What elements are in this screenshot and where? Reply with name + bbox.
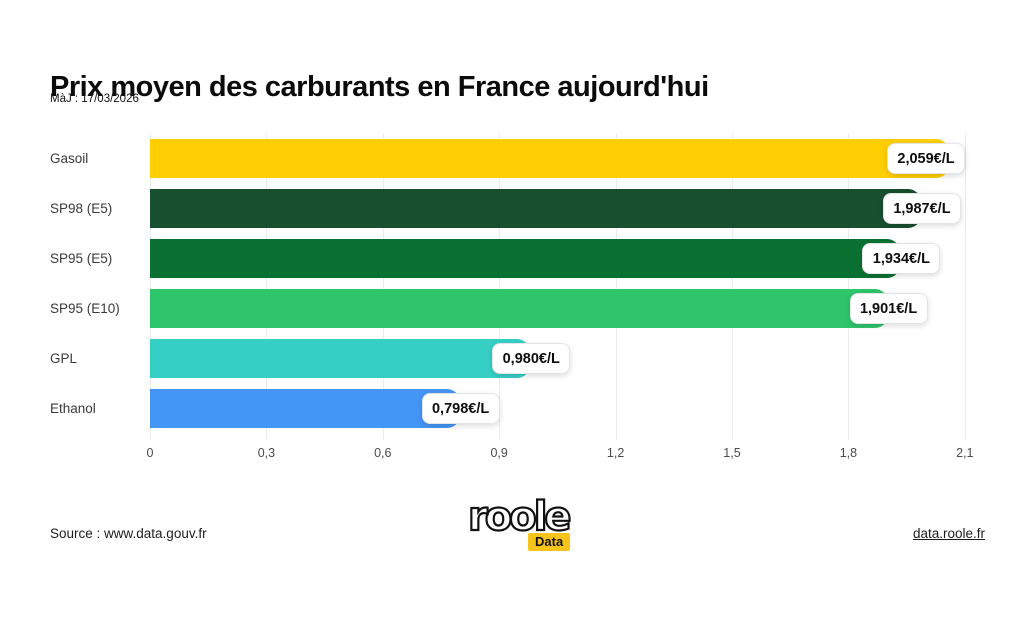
value-label: 2,059€/L: [887, 143, 965, 174]
source-label: Source : www.data.gouv.fr: [50, 526, 207, 541]
x-tick-label: 2,1: [956, 446, 974, 460]
x-gridline: [848, 133, 850, 440]
category-label: Ethanol: [50, 401, 96, 416]
x-gridline: [499, 133, 501, 440]
x-tick-label: 0: [146, 446, 154, 460]
roole-data-logo: roole Data: [467, 494, 598, 556]
x-tick-label: 0,3: [257, 446, 276, 460]
x-gridline: [964, 133, 966, 440]
x-gridline: [266, 133, 268, 440]
value-label: 1,934€/L: [862, 243, 941, 274]
logo-data-badge: Data: [528, 533, 571, 551]
page-title: Prix moyen des carburants en France aujo…: [50, 71, 709, 104]
last-updated-label: MàJ : 17/03/2026: [50, 93, 139, 105]
bar-gasoil: [150, 139, 949, 178]
bar-ethanol: [150, 389, 460, 428]
value-label: 1,987€/L: [882, 193, 961, 224]
bar-sp95-e5: [150, 239, 901, 278]
category-label: Gasoil: [50, 151, 89, 166]
bar-gpl: [150, 339, 531, 378]
category-label: SP95 (E5): [50, 251, 113, 266]
value-label: 1,901€/L: [849, 293, 928, 324]
x-gridline: [382, 133, 384, 440]
x-gridline: [615, 133, 617, 440]
category-label: SP98 (E5): [50, 201, 113, 216]
value-label: 0,798€/L: [421, 393, 500, 424]
x-tick-label: 1,2: [606, 446, 625, 460]
logo-wordmark: roole: [467, 494, 573, 540]
bar-sp95-e10: [150, 289, 888, 328]
x-tick-label: 0,9: [490, 446, 508, 460]
value-label: 0,980€/L: [492, 343, 571, 374]
x-gridline: [150, 133, 151, 440]
x-tick-label: 1,5: [723, 446, 741, 460]
x-gridline: [732, 133, 733, 440]
category-label: SP95 (E10): [50, 301, 120, 316]
category-label: GPL: [50, 351, 78, 366]
footer-link[interactable]: data.roole.fr: [912, 526, 985, 541]
x-tick-label: 0,6: [374, 446, 392, 460]
x-tick-label: 1,8: [839, 446, 858, 460]
bar-sp98-e5: [150, 189, 921, 228]
